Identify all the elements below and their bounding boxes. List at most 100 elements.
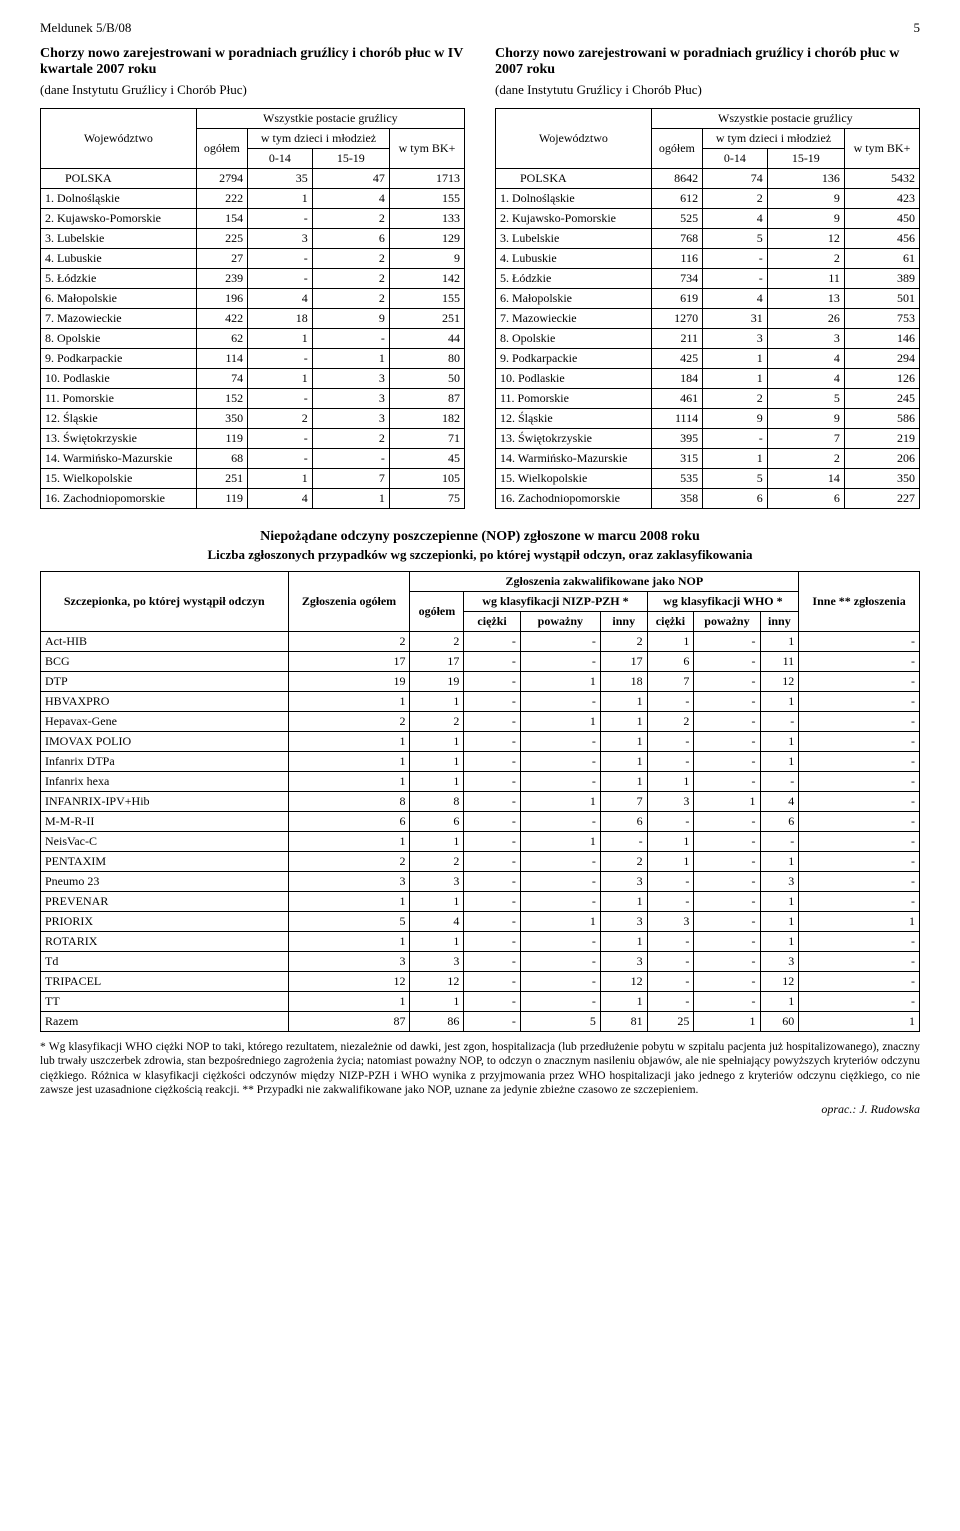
- nop-row-value: 1: [647, 852, 694, 872]
- nop-row-value: -: [799, 932, 920, 952]
- tb-row: 11. Pomorskie 152 - 3 87: [41, 389, 465, 409]
- nop-row: Infanrix hexa11--11---: [41, 772, 920, 792]
- nop-row-value: 1: [760, 752, 799, 772]
- nop-row-value: -: [464, 952, 520, 972]
- tb-row-15-19: 1: [312, 349, 389, 369]
- nop-row-value: -: [694, 992, 760, 1012]
- tb-row-bk: 80: [389, 349, 464, 369]
- tb-row-ogolem: 535: [651, 469, 702, 489]
- tb-row: 3. Lubelskie 225 3 6 129: [41, 229, 465, 249]
- tb-row: 1. Dolnośląskie 222 1 4 155: [41, 189, 465, 209]
- nop-row-name: HBVAXPRO: [41, 692, 289, 712]
- nop-row: Infanrix DTPa11--1--1-: [41, 752, 920, 772]
- nop-row-value: 1: [410, 832, 464, 852]
- tb-row-name: 14. Warmińsko-Mazurskie: [496, 449, 652, 469]
- tb-row-bk: 44: [389, 329, 464, 349]
- th-0-14: 0-14: [703, 149, 768, 169]
- tb-row-ogolem: 152: [196, 389, 247, 409]
- tb-table-left: Województwo Wszystkie postacie gruźlicy …: [40, 108, 465, 509]
- tb-row-0-14: -: [703, 429, 768, 449]
- nop-row-value: 18: [600, 672, 647, 692]
- tb-row-0-14: 3: [248, 229, 313, 249]
- tb-row-15-19: 4: [767, 349, 844, 369]
- nop-row-value: 4: [410, 912, 464, 932]
- tb-row-15-19: 9: [312, 309, 389, 329]
- tb-row-ogolem: 395: [651, 429, 702, 449]
- tb-row-15-19: 5: [767, 389, 844, 409]
- nop-row-value: 4: [760, 792, 799, 812]
- nop-row-value: 1: [520, 712, 600, 732]
- nop-row-value: 1: [288, 732, 410, 752]
- tb-total-ogolem: 8642: [651, 169, 702, 189]
- tb-row-15-19: 2: [312, 209, 389, 229]
- tb-row-0-14: 1: [248, 369, 313, 389]
- tb-row-15-19: 12: [767, 229, 844, 249]
- nop-row-value: -: [520, 692, 600, 712]
- header-left: Meldunek 5/B/08: [40, 20, 131, 36]
- nop-row-value: -: [694, 932, 760, 952]
- nop-row-value: 2: [600, 852, 647, 872]
- nop-row-value: 3: [410, 952, 464, 972]
- nop-row-value: 1: [760, 692, 799, 712]
- nop-total-value: 87: [288, 1012, 410, 1032]
- tb-row-ogolem: 734: [651, 269, 702, 289]
- nop-row-name: Hepavax-Gene: [41, 712, 289, 732]
- nop-row-value: 2: [600, 632, 647, 652]
- nop-body: Act-HIB22--21-1- BCG1717--176-11- DTP191…: [41, 632, 920, 1032]
- tb-total-row: POLSKA 2794 35 47 1713: [41, 169, 465, 189]
- tb-row-ogolem: 422: [196, 309, 247, 329]
- tb-row-0-14: 1: [248, 189, 313, 209]
- nop-row-value: 2: [288, 632, 410, 652]
- tb-row-ogolem: 74: [196, 369, 247, 389]
- nop-row-value: -: [520, 972, 600, 992]
- th-nizp-severe: ciężki: [464, 612, 520, 632]
- th-children: w tym dzieci i młodzież: [703, 129, 845, 149]
- right-title: Chorzy nowo zarejestrowani w poradniach …: [495, 46, 920, 78]
- nop-row-value: -: [799, 792, 920, 812]
- nop-row-value: 1: [600, 752, 647, 772]
- th-nop-ogolem: ogółem: [410, 592, 464, 632]
- nop-row: IMOVAX POLIO11--1--1-: [41, 732, 920, 752]
- nop-row: DTP1919-1187-12-: [41, 672, 920, 692]
- author: oprac.: J. Rudowska: [40, 1102, 920, 1117]
- tb-row-15-19: 4: [767, 369, 844, 389]
- tb-row-15-19: 26: [767, 309, 844, 329]
- th-who: wg klasyfikacji WHO *: [647, 592, 799, 612]
- tb-row-ogolem: 119: [196, 429, 247, 449]
- tb-row-0-14: 5: [703, 469, 768, 489]
- nop-row-value: 2: [288, 852, 410, 872]
- nop-row-value: -: [694, 732, 760, 752]
- tb-row-bk: 105: [389, 469, 464, 489]
- tb-row-ogolem: 119: [196, 489, 247, 509]
- tb-row: 14. Warmińsko-Mazurskie 315 1 2 206: [496, 449, 920, 469]
- nop-head: Szczepionka, po której wystąpił odczyn Z…: [41, 572, 920, 632]
- tb-total-row: POLSKA 8642 74 136 5432: [496, 169, 920, 189]
- tb-row-15-19: -: [312, 449, 389, 469]
- tb-table-right: Województwo Wszystkie postacie gruźlicy …: [495, 108, 920, 509]
- tb-total-0-14: 35: [248, 169, 313, 189]
- tb-row: 10. Podlaskie 74 1 3 50: [41, 369, 465, 389]
- nop-row-value: -: [799, 692, 920, 712]
- nop-row-value: 3: [760, 952, 799, 972]
- tb-row: 11. Pomorskie 461 2 5 245: [496, 389, 920, 409]
- nop-row-value: 3: [600, 952, 647, 972]
- nop-row-value: 1: [288, 772, 410, 792]
- tb-row-ogolem: 425: [651, 349, 702, 369]
- tb-row-0-14: 18: [248, 309, 313, 329]
- tb-row-15-19: 3: [767, 329, 844, 349]
- nop-row-value: -: [799, 952, 920, 972]
- tb-row-0-14: 2: [703, 389, 768, 409]
- nop-row-value: -: [600, 832, 647, 852]
- tb-row-name: 10. Podlaskie: [496, 369, 652, 389]
- th-nizp-other: inny: [600, 612, 647, 632]
- nop-row-value: 1: [288, 832, 410, 852]
- nop-row-name: M-M-R-II: [41, 812, 289, 832]
- tb-row: 2. Kujawsko-Pomorskie 154 - 2 133: [41, 209, 465, 229]
- nop-row-value: 1: [760, 932, 799, 952]
- nop-row-value: -: [799, 772, 920, 792]
- th-vaccine: Szczepionka, po której wystąpił odczyn: [41, 572, 289, 632]
- nop-row-value: 19: [410, 672, 464, 692]
- nop-row-name: NeisVac-C: [41, 832, 289, 852]
- th-0-14: 0-14: [248, 149, 313, 169]
- nop-row-value: 1: [410, 932, 464, 952]
